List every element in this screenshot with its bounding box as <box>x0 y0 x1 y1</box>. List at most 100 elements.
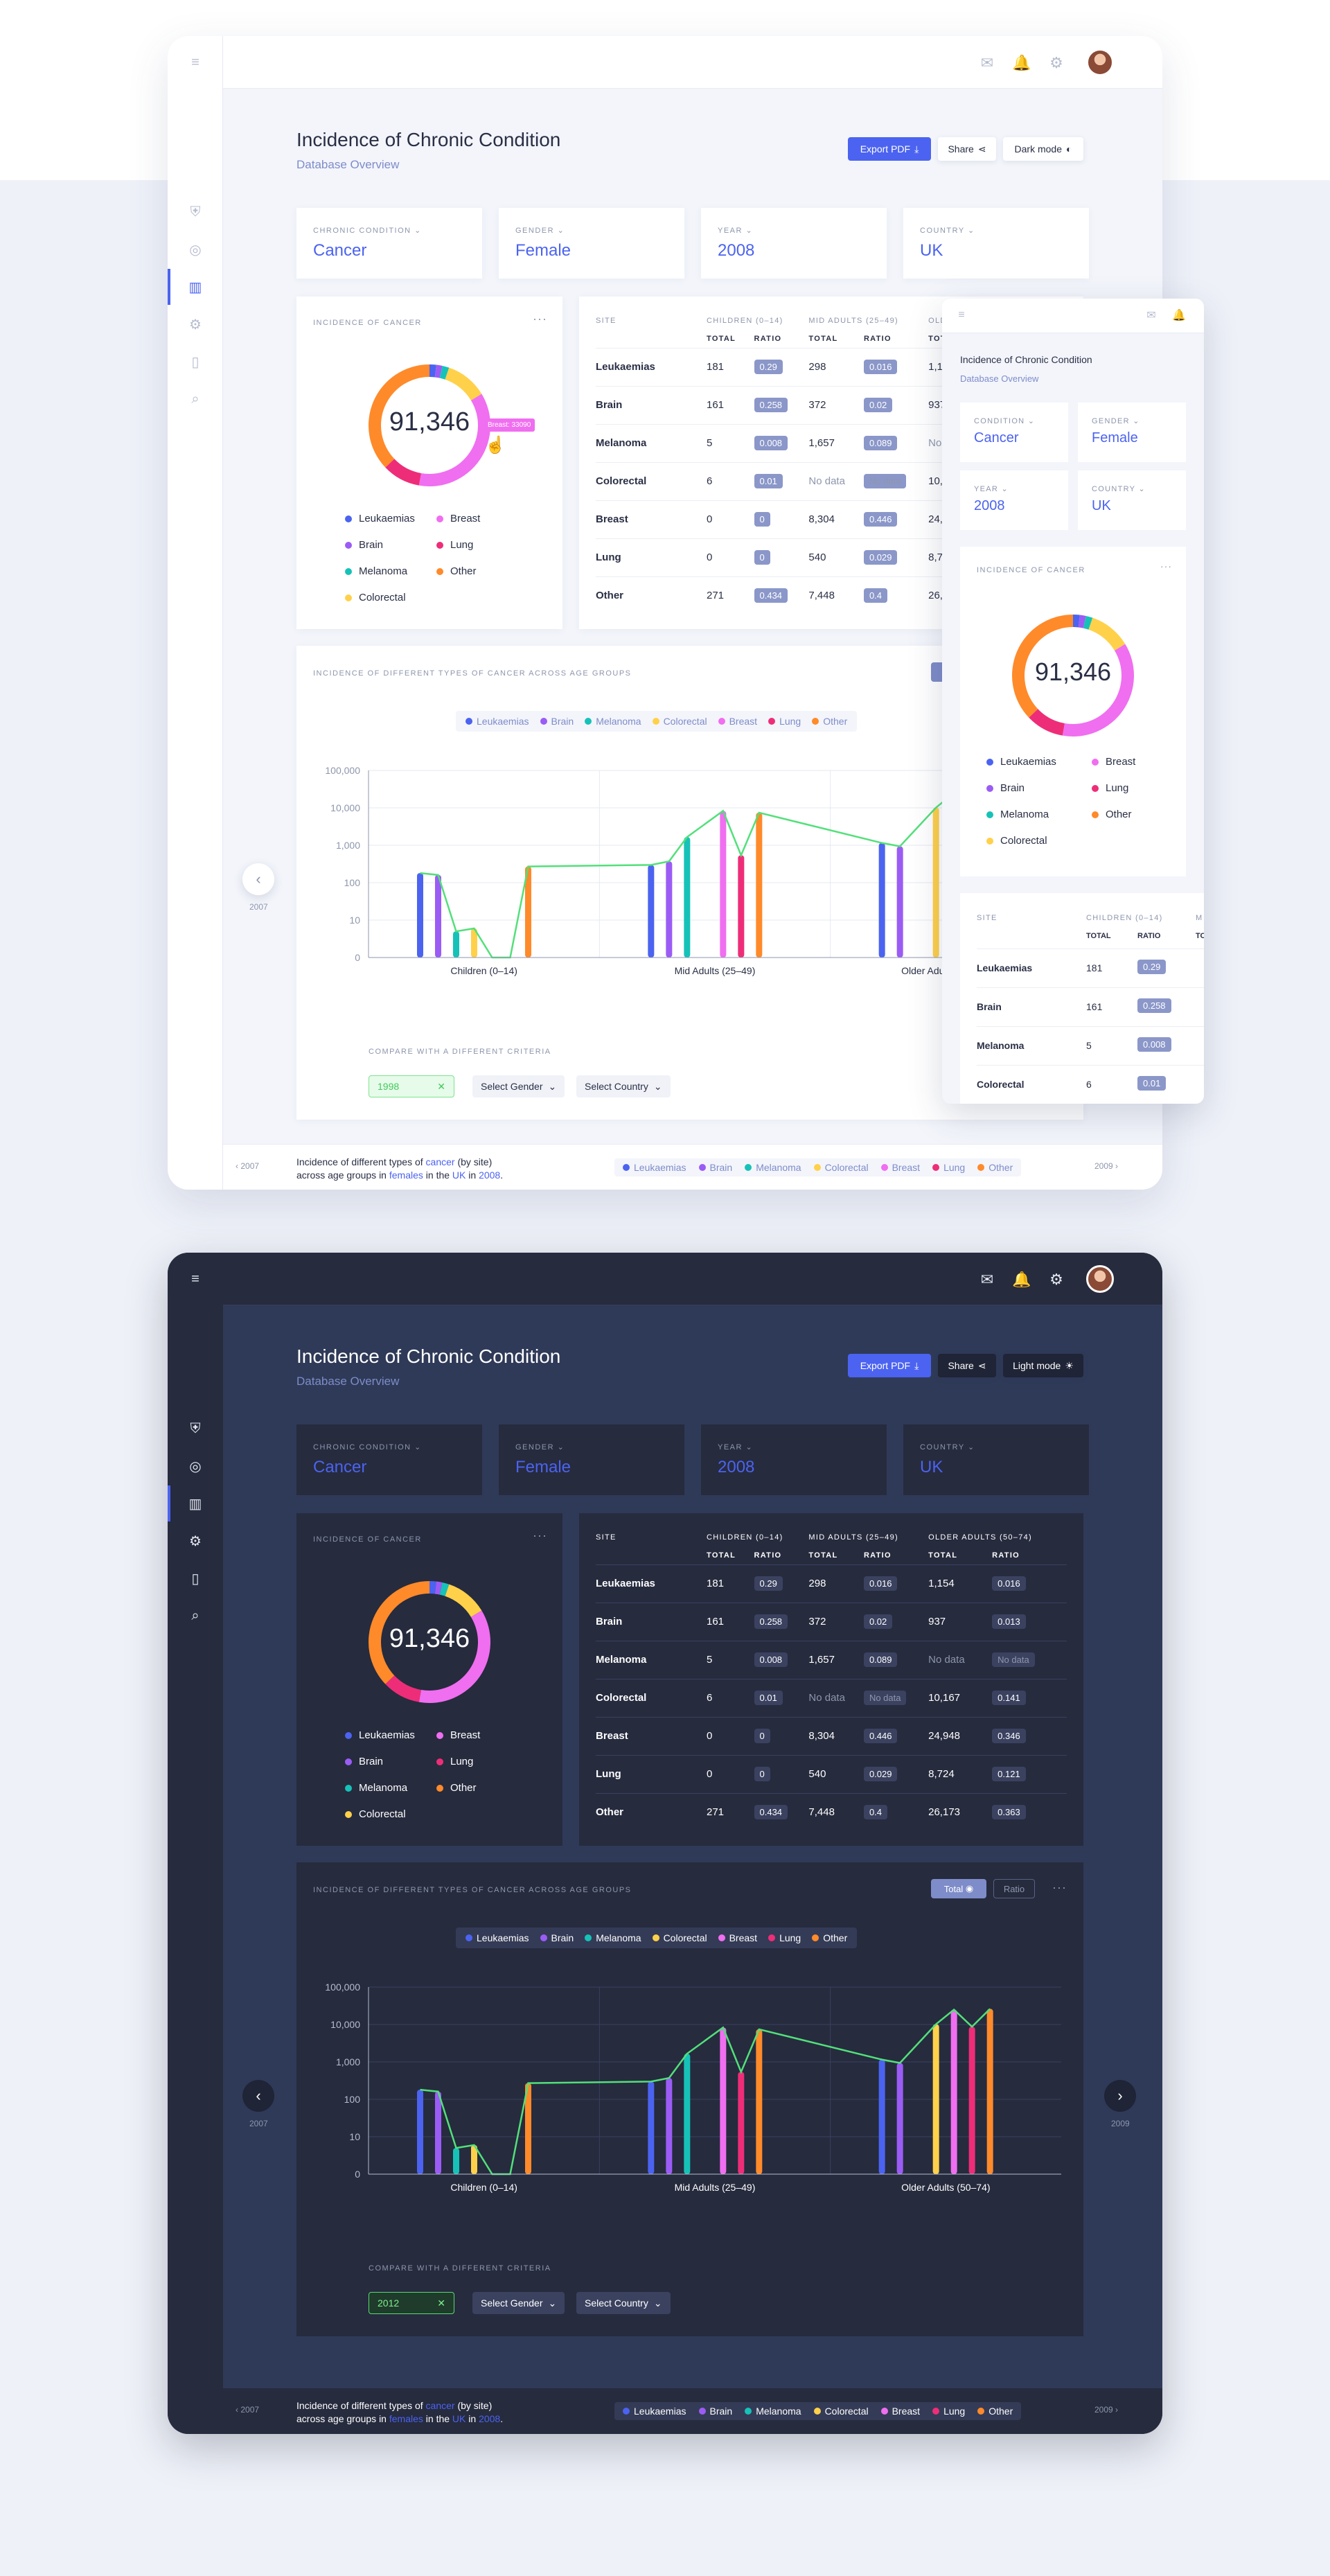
bar-melanoma[interactable] <box>684 837 691 958</box>
share-button[interactable]: Share ⋖ <box>938 137 996 161</box>
bar-colorectal[interactable] <box>471 928 477 958</box>
legend-item-brain[interactable]: Brain <box>540 716 574 727</box>
compass-icon[interactable]: ◎ <box>189 242 202 258</box>
legend-item-other[interactable]: Other <box>436 1782 477 1794</box>
legend-item-other[interactable]: Other <box>436 565 477 577</box>
search-icon[interactable]: ⌕ <box>191 1607 200 1623</box>
compare-year-select[interactable]: 2012 ✕ <box>369 2292 454 2314</box>
filter-gender[interactable]: GENDER ⌄ Female <box>499 208 684 279</box>
bar-colorectal[interactable] <box>932 807 939 958</box>
legend-item-lung[interactable]: Lung <box>1092 782 1128 794</box>
shield-icon[interactable]: ⛨ <box>190 204 201 220</box>
close-icon[interactable]: ✕ <box>437 2297 445 2309</box>
filter-year[interactable]: YEAR ⌄ 2008 <box>701 208 887 279</box>
legend-item-colorectal[interactable]: Colorectal <box>345 592 406 603</box>
footer-legend-item-leukaemias[interactable]: Leukaemias <box>623 2406 686 2417</box>
bar-melanoma[interactable] <box>453 931 459 958</box>
donut-slice-brain[interactable] <box>434 1581 443 1595</box>
filter-country[interactable]: COUNTRY ⌄ UK <box>903 1424 1089 1495</box>
more-icon[interactable]: ··· <box>1160 561 1172 572</box>
donut-slice-brain[interactable] <box>1078 615 1086 628</box>
legend-item-brain[interactable]: Brain <box>345 1756 383 1767</box>
legend-item-breast[interactable]: Breast <box>1092 756 1135 768</box>
bar-other[interactable] <box>756 812 763 958</box>
donut-slice-leukaemias[interactable] <box>1073 615 1080 628</box>
donut-slice-colorectal[interactable] <box>445 367 482 400</box>
bar-lung[interactable] <box>968 2027 975 2174</box>
footer-legend-item-lung[interactable]: Lung <box>932 1162 965 1173</box>
select-gender[interactable]: Select Gender ⌄ <box>472 2292 565 2314</box>
bell-icon[interactable]: 🔔 <box>1012 54 1031 71</box>
legend-item-leukaemias[interactable]: Leukaemias <box>466 716 529 727</box>
bar-brain[interactable] <box>666 2078 673 2174</box>
select-country[interactable]: Select Country ⌄ <box>576 1075 671 1097</box>
mail-icon[interactable]: ✉ <box>1146 310 1156 321</box>
bar-colorectal[interactable] <box>932 2024 939 2174</box>
bar-other[interactable] <box>756 2029 763 2174</box>
filter-gender[interactable]: GENDER ⌄ Female <box>499 1424 684 1495</box>
footer-legend-item-other[interactable]: Other <box>977 1162 1013 1173</box>
legend-item-other[interactable]: Other <box>1092 809 1132 820</box>
menu-icon[interactable]: ≡ <box>191 54 200 70</box>
mode-toggle-button[interactable]: Dark mode ◐ <box>1003 137 1083 161</box>
ratio-toggle[interactable]: Ratio <box>993 1879 1035 1898</box>
bar-brain[interactable] <box>666 861 673 958</box>
legend-item-melanoma[interactable]: Melanoma <box>986 809 1049 820</box>
bar-breast[interactable] <box>720 2027 727 2174</box>
legend-item-leukaemias[interactable]: Leukaemias <box>986 756 1056 768</box>
menu-icon[interactable]: ≡ <box>191 1271 200 1287</box>
filter-condition[interactable]: CHRONIC CONDITION ⌄ Cancer <box>296 1424 482 1495</box>
avatar[interactable] <box>1086 48 1114 76</box>
legend-item-colorectal[interactable]: Colorectal <box>652 716 707 727</box>
share-button[interactable]: Share ⋖ <box>938 1354 996 1377</box>
bar-leukaemias[interactable] <box>648 865 655 958</box>
search-icon[interactable]: ⌕ <box>191 391 200 407</box>
legend-item-colorectal[interactable]: Colorectal <box>345 1808 406 1820</box>
legend-item-melanoma[interactable]: Melanoma <box>345 1782 407 1794</box>
footer-legend-item-brain[interactable]: Brain <box>698 1162 732 1173</box>
avatar[interactable] <box>1086 1265 1114 1293</box>
legend-item-melanoma[interactable]: Melanoma <box>585 716 641 727</box>
bar-leukaemias[interactable] <box>417 2090 423 2174</box>
map-icon[interactable]: ▯ <box>191 354 200 370</box>
bar-leukaemias[interactable] <box>417 873 423 958</box>
mode-toggle-button[interactable]: Light mode ☀ <box>1003 1354 1083 1377</box>
select-country[interactable]: Select Country ⌄ <box>576 2292 671 2314</box>
bar-melanoma[interactable] <box>453 2148 459 2174</box>
footer-legend-item-lung[interactable]: Lung <box>932 2406 965 2417</box>
bar-breast[interactable] <box>720 811 727 958</box>
filter-year[interactable]: YEAR ⌄ 2008 <box>701 1424 887 1495</box>
bar-brain[interactable] <box>435 874 441 958</box>
legend-item-breast[interactable]: Breast <box>718 1932 757 1943</box>
donut-slice-other[interactable] <box>369 364 429 468</box>
bar-leukaemias[interactable] <box>878 843 885 958</box>
legend-item-melanoma[interactable]: Melanoma <box>345 565 407 577</box>
bar-lung[interactable] <box>738 2072 745 2174</box>
footer-next-year[interactable]: 2009 › <box>1094 1161 1119 1171</box>
export-pdf-button[interactable]: Export PDF ⤓ <box>848 1354 931 1377</box>
donut-slice-other[interactable] <box>1012 615 1073 718</box>
export-pdf-button[interactable]: Export PDF ⤓ <box>848 137 931 161</box>
legend-item-lung[interactable]: Lung <box>768 716 801 727</box>
legend-item-lung[interactable]: Lung <box>768 1932 801 1943</box>
bar-other[interactable] <box>525 866 531 958</box>
prev-year-button[interactable]: ‹ <box>242 2080 274 2112</box>
settings-icon[interactable]: ⚙ <box>189 1533 202 1549</box>
mobile-filter-condition[interactable]: CONDITION ⌄ Cancer <box>960 403 1068 462</box>
legend-item-melanoma[interactable]: Melanoma <box>585 1932 641 1943</box>
settings-icon[interactable]: ⚙ <box>189 317 202 333</box>
legend-item-breast[interactable]: Breast <box>436 1729 480 1741</box>
donut-chart[interactable] <box>360 1573 499 1711</box>
mail-icon[interactable]: ✉ <box>980 1271 994 1288</box>
donut-slice-breast[interactable] <box>418 1610 490 1703</box>
footer-legend-item-leukaemias[interactable]: Leukaemias <box>623 1162 686 1173</box>
map-icon[interactable]: ▯ <box>191 1571 200 1587</box>
mobile-filter-year[interactable]: YEAR ⌄ 2008 <box>960 470 1068 530</box>
donut-slice-breast[interactable] <box>418 394 490 486</box>
legend-item-breast[interactable]: Breast <box>436 513 480 524</box>
bar-lung[interactable] <box>738 855 745 958</box>
footer-legend-item-melanoma[interactable]: Melanoma <box>745 1162 801 1173</box>
bar-chart-icon[interactable]: ▥ <box>188 1496 202 1512</box>
footer-legend-item-breast[interactable]: Breast <box>880 2406 920 2417</box>
next-year-button[interactable]: › <box>1104 2080 1136 2112</box>
